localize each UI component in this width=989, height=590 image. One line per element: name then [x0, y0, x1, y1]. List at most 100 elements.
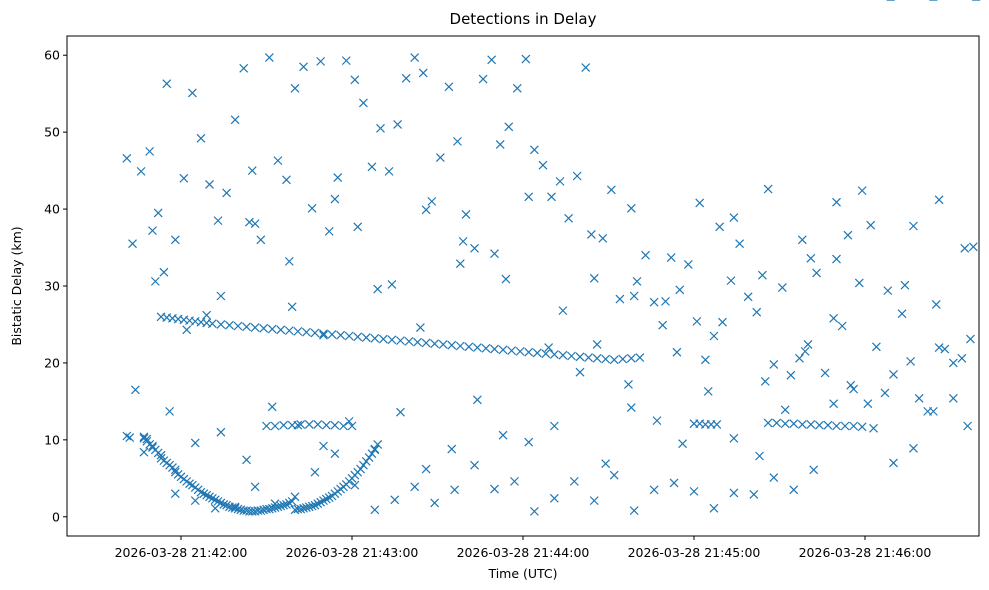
data-point: [883, 286, 893, 296]
data-point: [267, 324, 277, 334]
data-point: [378, 334, 388, 344]
data-point: [279, 500, 289, 510]
data-point: [330, 449, 340, 459]
data-point: [307, 501, 317, 511]
data-point: [575, 367, 585, 377]
data-point: [569, 476, 579, 486]
data-point: [165, 406, 175, 416]
data-point: [336, 330, 346, 340]
data-point: [703, 386, 713, 396]
data-point: [829, 313, 839, 323]
data-point: [549, 493, 559, 503]
data-point: [136, 166, 146, 176]
data-point: [592, 340, 602, 349]
data-point: [464, 342, 474, 352]
data-point: [529, 145, 539, 155]
data-point: [139, 447, 149, 457]
data-point: [501, 274, 511, 284]
data-point: [276, 325, 286, 335]
data-point: [777, 283, 787, 292]
data-point: [909, 443, 918, 453]
data-point: [718, 317, 727, 327]
data-point: [689, 486, 699, 496]
data-point: [968, 242, 978, 252]
data-point: [316, 497, 326, 507]
data-point: [319, 329, 328, 339]
data-point: [447, 444, 457, 454]
data-point: [390, 495, 400, 505]
x-tick-label: 2026-03-28 21:44:00: [457, 545, 590, 560]
data-point: [341, 56, 351, 66]
data-point: [130, 385, 140, 395]
data-point: [190, 496, 200, 506]
data-point: [934, 343, 944, 352]
data-point: [361, 333, 371, 342]
data-point: [353, 222, 363, 232]
data-point: [743, 292, 753, 302]
data-point: [669, 478, 679, 488]
data-point: [549, 421, 559, 431]
data-point: [601, 459, 611, 469]
data-point: [287, 302, 297, 312]
data-point: [370, 505, 380, 515]
data-point: [230, 115, 240, 125]
data-point: [324, 226, 334, 236]
data-point: [675, 285, 685, 295]
data-point: [795, 353, 804, 363]
data-point: [914, 393, 924, 403]
data-point: [626, 203, 636, 213]
data-point: [797, 420, 807, 429]
data-point: [760, 376, 770, 386]
data-point: [478, 74, 488, 84]
data-point: [749, 490, 759, 499]
data-point: [814, 420, 824, 430]
data-point: [450, 485, 460, 495]
data-point: [387, 335, 397, 345]
data-point: [458, 236, 468, 246]
data-point: [470, 243, 479, 253]
data-point: [150, 276, 160, 286]
data-point: [256, 235, 266, 245]
data-point: [284, 256, 294, 266]
data-point: [558, 306, 568, 316]
data-point: [846, 380, 856, 390]
data-point: [358, 460, 368, 470]
data-point: [692, 316, 702, 326]
data-point: [889, 458, 898, 468]
data-point: [410, 53, 420, 62]
data-point: [592, 353, 602, 363]
data-point: [270, 421, 280, 431]
data-point: [490, 484, 499, 494]
data-point: [384, 166, 394, 176]
data-point: [438, 340, 448, 349]
data-point: [216, 427, 226, 437]
data-point: [729, 488, 739, 498]
data-point: [629, 506, 639, 516]
data-point: [182, 325, 192, 335]
data-point: [444, 82, 454, 92]
data-point: [606, 185, 616, 195]
data-point: [435, 153, 445, 162]
data-point: [210, 503, 220, 513]
data-point: [857, 422, 867, 432]
data-point: [521, 54, 531, 64]
data-point: [122, 431, 132, 441]
data-point: [430, 339, 440, 349]
data-point: [430, 498, 440, 508]
data-point: [356, 464, 365, 474]
data-point: [239, 63, 249, 73]
data-point: [889, 370, 898, 379]
data-point: [301, 503, 311, 512]
data-point: [145, 146, 155, 156]
data-point: [871, 342, 881, 352]
data-point: [849, 421, 859, 431]
data-point: [797, 235, 807, 245]
data-point: [170, 235, 180, 245]
data-point: [415, 323, 425, 332]
data-point: [307, 203, 317, 213]
data-point: [207, 319, 217, 329]
data-point: [321, 420, 331, 430]
data-point: [658, 320, 668, 330]
data-point: [820, 368, 830, 378]
